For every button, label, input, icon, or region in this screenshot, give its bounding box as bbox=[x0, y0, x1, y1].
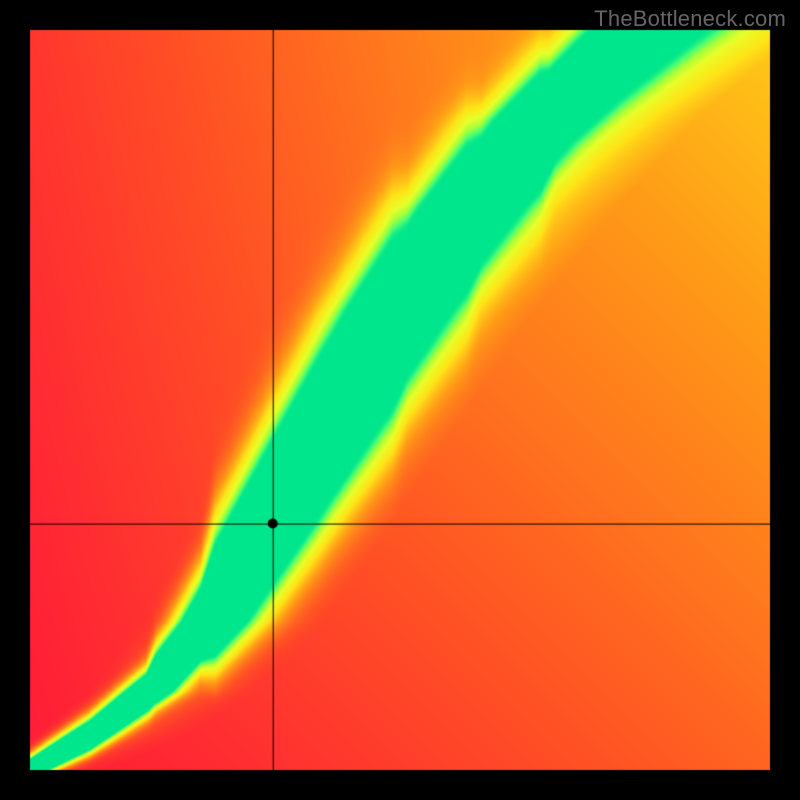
heatmap-canvas bbox=[0, 0, 800, 800]
watermark-text: TheBottleneck.com bbox=[594, 6, 786, 32]
root: TheBottleneck.com bbox=[0, 0, 800, 800]
